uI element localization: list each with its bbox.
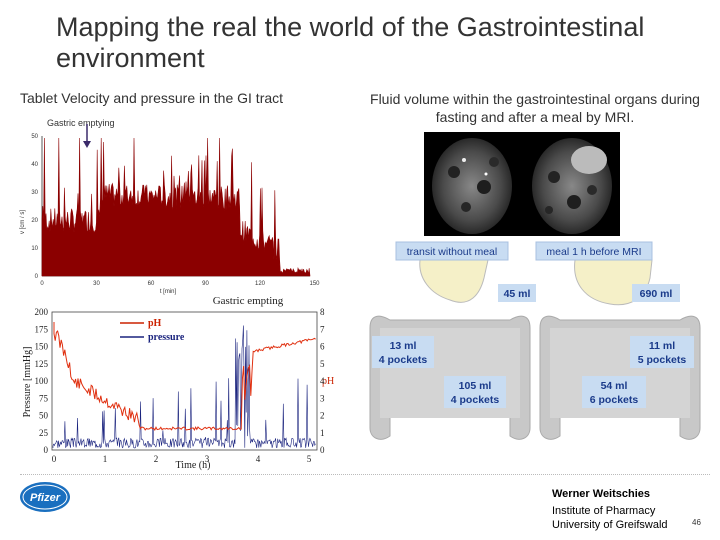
ph-y2-ticks: 0 1 2 3 4 5 6 7 8 xyxy=(320,307,325,455)
velocity-x-tick: 0 xyxy=(40,281,44,287)
label-small-fasting-pockets: 4 pockets xyxy=(379,354,428,366)
ph-y2-tick: 8 xyxy=(320,307,325,317)
right-caption: Fluid volume within the gastrointestinal… xyxy=(370,91,700,125)
pressure-y-tick: 175 xyxy=(35,324,49,334)
pressure-y-tick: 150 xyxy=(35,342,49,352)
label-small-fed-vol: 11 ml xyxy=(649,340,675,352)
label-stomach-fed: 690 ml xyxy=(640,288,673,300)
author-name: Werner Weitschies xyxy=(552,488,651,500)
velocity-x-tick: 150 xyxy=(309,281,320,287)
velocity-y-tick: 50 xyxy=(31,134,38,140)
label-colon-fed-vol: 54 ml xyxy=(601,380,628,392)
label-colon-fasting-pockets: 4 pockets xyxy=(451,394,500,406)
mri-fed-image xyxy=(532,138,612,234)
pressure-y-label: Pressure [mmHg] xyxy=(22,347,33,418)
label-meal-before: meal 1 h before MRI xyxy=(546,246,641,258)
pfizer-logo-icon: Pfizer xyxy=(20,482,70,512)
pressure-y-tick: 75 xyxy=(39,393,49,403)
pressure-y-ticks: 0 25 50 75 100 125 150 175 200 xyxy=(35,307,49,455)
ph-y2-label: pH xyxy=(322,376,334,387)
velocity-y-tick: 40 xyxy=(31,162,38,168)
pressure-y-tick: 25 xyxy=(39,428,49,438)
ph-y2-tick: 0 xyxy=(320,445,325,455)
velocity-chart: v [cm / s] 0 10 20 30 40 50 0 30 60 90 120 150 t [… xyxy=(20,134,320,295)
pressure-x-tick: 0 xyxy=(52,454,57,464)
pressure-y-tick: 100 xyxy=(35,376,49,386)
velocity-x-tick: 90 xyxy=(202,281,209,287)
velocity-x-label: t [min] xyxy=(160,289,177,295)
footer-divider xyxy=(20,474,710,475)
velocity-y-tick: 10 xyxy=(31,246,38,252)
pressure-legend: pH pressure xyxy=(120,318,185,343)
pressure-y-tick: 0 xyxy=(44,445,49,455)
pressure-x-label: Time (h) xyxy=(176,460,211,471)
university-line: University of Greifswald xyxy=(552,519,668,531)
legend-pressure: pressure xyxy=(148,332,185,343)
gastric-emptying-label: Gastric emptying xyxy=(47,118,115,128)
ph-y2-tick: 4 xyxy=(320,376,325,386)
velocity-x-tick: 30 xyxy=(93,281,100,287)
label-colon-fasting-vol: 105 ml xyxy=(459,380,492,392)
pfizer-logo-text: Pfizer xyxy=(30,492,61,504)
gi-diagram: transit without meal meal 1 h before MRI… xyxy=(369,241,701,440)
ph-y2-tick: 6 xyxy=(320,342,325,352)
mri-images xyxy=(424,132,620,236)
ph-y2-tick: 1 xyxy=(320,428,325,438)
left-caption: Tablet Velocity and pressure in the GI t… xyxy=(20,90,284,106)
velocity-x-tick: 60 xyxy=(148,281,155,287)
institute-line: Institute of Pharmacy xyxy=(552,505,656,517)
pressure-y-tick: 50 xyxy=(39,411,49,421)
ph-y2-tick: 2 xyxy=(320,411,325,421)
label-colon-fed-pockets: 6 pockets xyxy=(590,394,639,406)
velocity-y-tick: 0 xyxy=(35,274,39,280)
pressure-x-tick: 3 xyxy=(205,454,210,464)
label-small-fed-pockets: 5 pockets xyxy=(638,354,687,366)
pressure-x-ticks: 0 1 2 3 4 5 xyxy=(52,454,312,464)
pressure-x-tick: 1 xyxy=(103,454,108,464)
page-number: 46 xyxy=(692,518,701,527)
mri-fasting-image xyxy=(432,138,512,234)
ph-y2-tick: 3 xyxy=(320,393,325,403)
velocity-y-tick: 30 xyxy=(31,190,38,196)
pressure-y-tick: 125 xyxy=(35,359,49,369)
pressure-chart-title: Gastric empting xyxy=(213,295,284,307)
velocity-y-tick: 20 xyxy=(31,218,38,224)
velocity-x-tick: 120 xyxy=(255,281,266,287)
pressure-y-tick: 200 xyxy=(35,307,49,317)
institution: Institute of Pharmacy University of Grei… xyxy=(552,504,668,532)
pressure-series xyxy=(52,325,316,449)
legend-ph: pH xyxy=(148,318,162,329)
velocity-x-ticks: 0 30 60 90 120 150 xyxy=(40,281,320,287)
ph-y2-tick: 5 xyxy=(320,359,325,369)
page-title: Mapping the real the world of the Gastro… xyxy=(56,12,645,73)
ph-series xyxy=(53,322,316,431)
label-stomach-fasting: 45 ml xyxy=(504,288,531,300)
velocity-series xyxy=(41,137,311,277)
pressure-x-tick: 2 xyxy=(154,454,159,464)
velocity-y-label: v [cm / s] xyxy=(20,210,26,234)
pressure-chart: Gastric empting Pressure [mmHg] pH 02550… xyxy=(22,295,334,471)
ph-y2-tick: 7 xyxy=(320,324,325,334)
label-small-fasting-vol: 13 ml xyxy=(390,340,417,352)
label-transit-without-meal: transit without meal xyxy=(407,246,497,258)
pressure-x-tick: 4 xyxy=(256,454,261,464)
pressure-x-tick: 5 xyxy=(307,454,312,464)
gastric-arrow-icon xyxy=(83,124,91,148)
velocity-y-ticks: 0 10 20 30 40 50 xyxy=(31,134,38,280)
